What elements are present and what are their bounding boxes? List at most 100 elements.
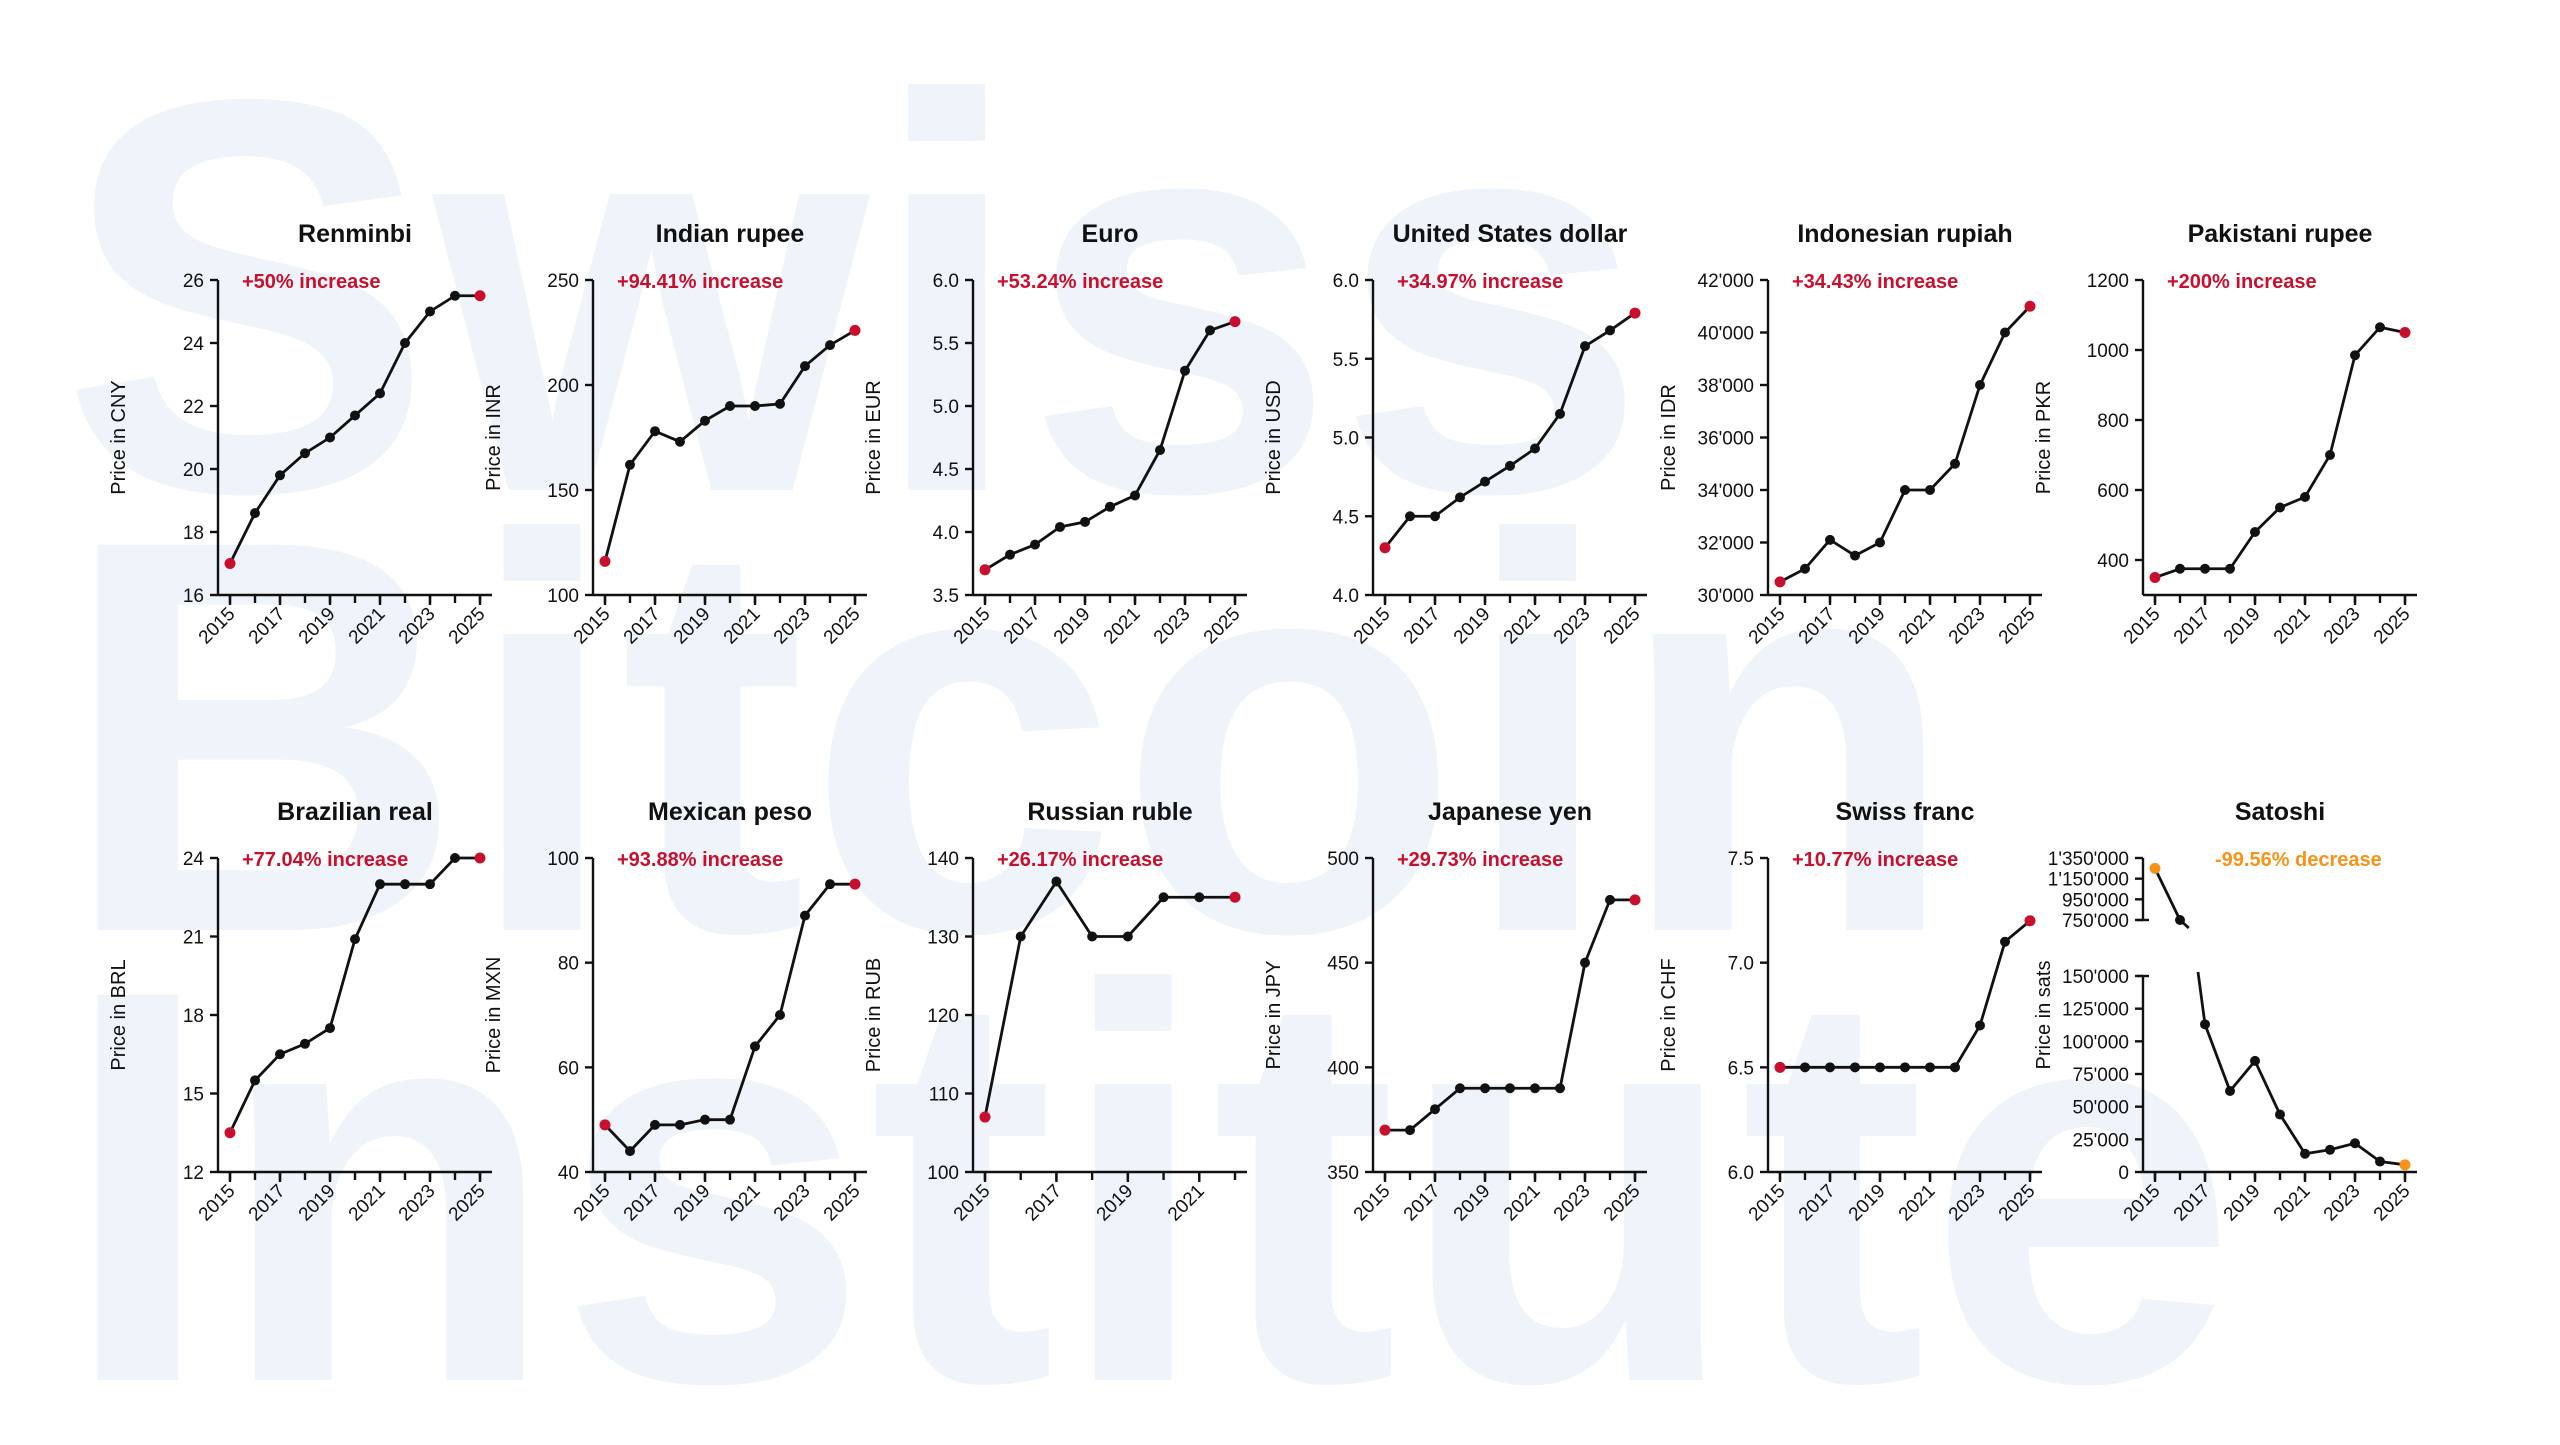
- y-tick-label: 6.0: [1728, 1163, 1754, 1184]
- x-tick-label: 2015: [1350, 1181, 1395, 1226]
- y-tick-label: 26: [183, 271, 204, 292]
- data-point: [2200, 1019, 2210, 1030]
- data-point: [1405, 1125, 1415, 1136]
- y-tick-label: 60: [558, 1058, 579, 1079]
- x-tick-label: 2019: [295, 604, 340, 649]
- x-tick-label: 2021: [1895, 604, 1940, 649]
- data-point: [1950, 1062, 1960, 1073]
- series-line: [983, 878, 1235, 1118]
- series-line: [1779, 305, 2032, 584]
- data-point: [2175, 563, 2185, 574]
- data-point: [2300, 492, 2310, 502]
- y-axis-label: Price in CHF: [1658, 958, 1680, 1071]
- data-point: [1800, 563, 1810, 574]
- data-point: [1975, 380, 1985, 390]
- x-tick-label: 2017: [620, 604, 665, 649]
- y-tick-label: 40: [558, 1163, 579, 1184]
- x-tick-label: 2025: [2370, 604, 2415, 649]
- data-point: [1825, 1062, 1835, 1073]
- y-tick-label: 500: [1327, 849, 1359, 870]
- data-point: [650, 1119, 660, 1130]
- x-tick-label: 2017: [1400, 604, 1445, 649]
- data-point: [2200, 563, 2210, 574]
- data-point: [250, 1075, 260, 1086]
- y-tick-label: 130: [927, 928, 959, 949]
- data-point: [2375, 322, 2385, 333]
- x-tick-label: 2019: [2220, 1181, 2265, 1226]
- axes: [2137, 858, 2417, 1174]
- x-tick-label: 2015: [570, 1181, 615, 1226]
- y-tick-label: 750'000: [2062, 911, 2129, 932]
- x-tick-label: 2021: [2270, 604, 2315, 649]
- data-point: [825, 879, 835, 890]
- x-tick-label: 2023: [1550, 604, 1595, 649]
- data-point: [400, 338, 410, 348]
- data-point: [2000, 936, 2010, 947]
- data-point-endpoint: [474, 852, 486, 864]
- data-point: [2325, 450, 2335, 460]
- data-point: [1925, 485, 1935, 495]
- series-line: [2154, 325, 2406, 579]
- x-tick-label: 2021: [1500, 1181, 1545, 1226]
- x-tick-label: 2023: [770, 1181, 815, 1226]
- y-tick-label: 150'000: [2062, 967, 2129, 988]
- data-point-endpoint: [1629, 894, 1641, 906]
- x-tick-label: 2019: [1050, 604, 1095, 649]
- data-point-endpoint: [599, 555, 611, 567]
- y-tick-label: 150: [547, 481, 579, 502]
- change-annotation: +200% increase: [2167, 271, 2317, 293]
- data-point: [1080, 516, 1090, 527]
- chart-title: Renminbi: [298, 220, 412, 248]
- chart-title: Indian rupee: [656, 220, 805, 248]
- data-point-endpoint: [224, 558, 236, 569]
- x-tick-label: 2019: [1450, 604, 1495, 649]
- x-tick-label: 2019: [670, 1181, 715, 1226]
- data-point: [750, 1041, 760, 1052]
- data-point: [2225, 563, 2235, 574]
- data-point: [1605, 325, 1615, 336]
- x-tick-label: 2025: [1600, 1181, 1645, 1226]
- x-tick-label: 2021: [1895, 1181, 1940, 1226]
- y-tick-label: 6.0: [933, 271, 959, 292]
- series-line: [2354, 1142, 2381, 1163]
- x-tick-label: 2021: [1100, 604, 1145, 649]
- axes: [591, 858, 867, 1174]
- change-annotation: +53.24% increase: [997, 271, 1163, 293]
- chart-russian-ruble: Russian ruble 100 110 120 130 140 2015 2017 2019…: [863, 798, 1247, 1225]
- change-annotation: -99.56% decrease: [2215, 849, 2382, 871]
- y-axis-label: Price in IDR: [1658, 384, 1680, 491]
- y-tick-label: 3.5: [933, 586, 959, 607]
- y-tick-label: 5.5: [933, 334, 959, 355]
- y-tick-label: 24: [183, 849, 205, 870]
- chart-title: Indonesian rupiah: [1797, 220, 2012, 248]
- y-tick-label: 600: [2097, 481, 2129, 502]
- data-point: [375, 879, 385, 890]
- x-tick-label: 2017: [2170, 604, 2215, 649]
- axes: [591, 280, 867, 597]
- series-line: [2228, 1060, 2257, 1092]
- series-line: [603, 329, 856, 562]
- y-axis-label: Price in JPY: [1263, 961, 1285, 1070]
- x-tick-label: 2017: [1795, 604, 1840, 649]
- y-tick-label: 6.5: [1728, 1058, 1754, 1079]
- x-tick-label: 2025: [820, 604, 865, 649]
- y-tick-label: 18: [183, 523, 204, 544]
- y-tick-label: 100: [927, 1163, 959, 1184]
- x-tick-label: 2023: [1945, 604, 1990, 649]
- data-point: [300, 1038, 310, 1049]
- y-tick-label: 40'000: [1698, 324, 1754, 345]
- x-tick-label: 2015: [570, 604, 615, 649]
- data-point: [1800, 1062, 1810, 1073]
- y-tick-label: 7.0: [1728, 954, 1754, 975]
- y-tick-label: 80: [558, 954, 579, 975]
- x-tick-label: 2015: [1350, 604, 1395, 649]
- x-tick-label: 2025: [2370, 1181, 2415, 1226]
- data-point: [2175, 915, 2185, 925]
- x-tick-label: 2023: [770, 604, 815, 649]
- change-annotation: +94.41% increase: [617, 271, 783, 293]
- data-point: [1480, 476, 1490, 487]
